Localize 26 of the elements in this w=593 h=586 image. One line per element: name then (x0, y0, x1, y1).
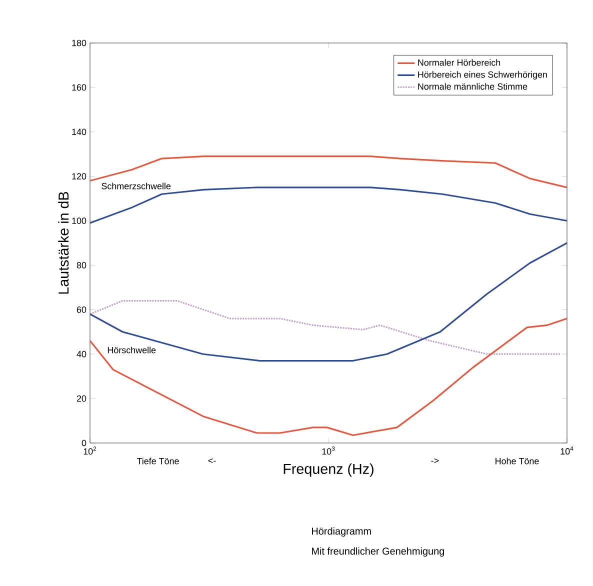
annotation: Schmerzschwelle (102, 182, 171, 190)
text: -> (431, 458, 439, 463)
y-tick-label: 140 (72, 128, 86, 136)
y-tick-label: 20 (76, 395, 86, 402)
x-tick-label: 10$^{4}$ (560, 446, 574, 455)
y-tick-label: 160 (72, 84, 86, 91)
y-tick-label: 0 (82, 440, 86, 446)
y-tick-label: 80 (76, 262, 86, 268)
text: Tiefe Töne (136, 458, 179, 464)
y-tick-label: 40 (76, 350, 86, 358)
legend-label: Normale männliche Stimme (418, 83, 528, 90)
y-tick-label: 180 (72, 40, 86, 46)
x-tick-label: 10$^{3}$ (322, 446, 335, 455)
x-axis-title: Frequenz (Hz) (284, 463, 374, 477)
text: Mit freundlicher Genehmigung (312, 547, 444, 557)
y-tick-label: 120 (72, 173, 86, 180)
y-tick-label: 100 (72, 218, 86, 224)
legend-label: Hörbereich eines Schwerhörigen (418, 71, 547, 80)
text: Hördiagramm (312, 527, 371, 537)
x-tick-label: 10$^{2}$ (84, 446, 96, 455)
text: <- (208, 458, 216, 463)
y-axis-title: Lautstärke in dB (58, 192, 69, 294)
y-tick-label: 60 (76, 306, 86, 313)
annotation: Hörschwelle (108, 346, 156, 354)
legend-label: Normaler Hörbereich (418, 59, 500, 66)
text: Hohe Töne (496, 458, 539, 464)
